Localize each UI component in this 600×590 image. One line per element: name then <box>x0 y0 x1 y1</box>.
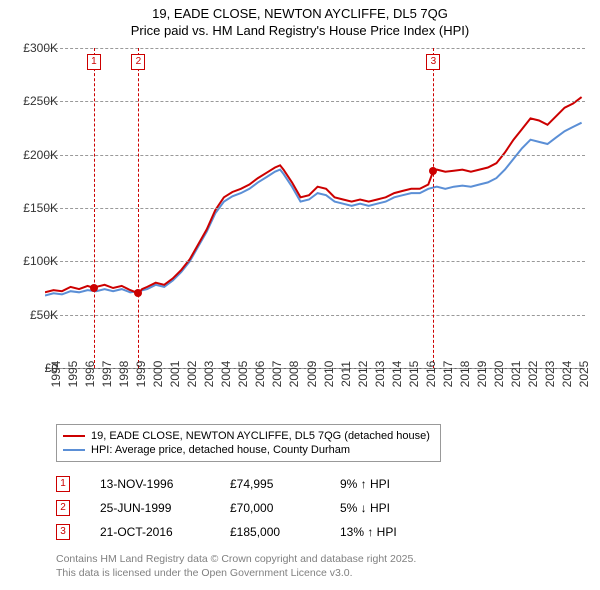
series-hpi <box>45 123 582 296</box>
y-tick-label: £100K <box>8 254 58 268</box>
x-tick-label: 2002 <box>185 361 199 388</box>
sale-dot <box>134 289 142 297</box>
gridline <box>45 155 585 156</box>
legend-swatch <box>63 435 85 437</box>
legend-label: HPI: Average price, detached house, Coun… <box>91 444 350 456</box>
sales-table: 1 13-NOV-1996£74,9959% ↑ HPI 2 25-JUN-1999£… <box>56 472 440 544</box>
sales-pct: 13% ↑ HPI <box>340 525 440 539</box>
sales-number-box: 2 <box>56 500 70 516</box>
y-tick-label: £150K <box>8 201 58 215</box>
x-tick-label: 2005 <box>236 361 250 388</box>
sales-row: 1 13-NOV-1996£74,9959% ↑ HPI <box>56 472 440 496</box>
sales-number-box: 3 <box>56 524 70 540</box>
x-tick-label: 1997 <box>100 361 114 388</box>
sales-number-box: 1 <box>56 476 70 492</box>
x-tick-label: 2013 <box>373 361 387 388</box>
y-tick-label: £50K <box>8 308 58 322</box>
sale-marker-line <box>433 48 434 368</box>
gridline <box>45 315 585 316</box>
x-tick-label: 2024 <box>560 361 574 388</box>
sales-price: £74,995 <box>230 477 340 491</box>
footer-attribution: Contains HM Land Registry data © Crown c… <box>56 552 416 580</box>
sale-marker-number: 3 <box>426 54 440 70</box>
x-tick-label: 2008 <box>287 361 301 388</box>
x-tick-label: 1994 <box>49 361 63 388</box>
sale-marker-number: 1 <box>87 54 101 70</box>
gridline <box>45 101 585 102</box>
x-tick-label: 1996 <box>83 361 97 388</box>
sale-marker-line <box>138 48 139 368</box>
x-tick-label: 2011 <box>339 361 353 387</box>
x-tick-label: 2007 <box>270 361 284 388</box>
legend-label: 19, EADE CLOSE, NEWTON AYCLIFFE, DL5 7QG… <box>91 430 430 442</box>
x-tick-label: 2004 <box>219 361 233 388</box>
x-tick-label: 2020 <box>492 361 506 388</box>
x-tick-label: 2015 <box>407 361 421 388</box>
x-tick-label: 2021 <box>509 361 523 388</box>
x-tick-label: 2023 <box>543 361 557 388</box>
legend-row: HPI: Average price, detached house, Coun… <box>63 443 430 457</box>
gridline <box>45 208 585 209</box>
sales-date: 13-NOV-1996 <box>100 477 230 491</box>
title-line2: Price paid vs. HM Land Registry's House … <box>0 23 600 40</box>
price-chart-container: 19, EADE CLOSE, NEWTON AYCLIFFE, DL5 7QG… <box>0 0 600 590</box>
plot-area: 1 2 3 <box>45 48 585 369</box>
sales-date: 25-JUN-1999 <box>100 501 230 515</box>
x-tick-label: 1999 <box>134 361 148 388</box>
x-tick-label: 2017 <box>441 361 455 388</box>
x-tick-label: 2010 <box>322 361 336 388</box>
legend-row: 19, EADE CLOSE, NEWTON AYCLIFFE, DL5 7QG… <box>63 429 430 443</box>
sale-marker-line <box>94 48 95 368</box>
x-tick-label: 2012 <box>356 361 370 388</box>
sales-pct: 5% ↓ HPI <box>340 501 440 515</box>
x-tick-label: 2025 <box>577 361 591 388</box>
x-tick-label: 2019 <box>475 361 489 388</box>
x-tick-label: 2022 <box>526 361 540 388</box>
x-tick-label: 1995 <box>66 361 80 388</box>
gridline <box>45 261 585 262</box>
sales-price: £185,000 <box>230 525 340 539</box>
sale-dot <box>429 167 437 175</box>
sales-row: 3 21-OCT-2016£185,00013% ↑ HPI <box>56 520 440 544</box>
y-tick-label: £300K <box>8 41 58 55</box>
x-tick-label: 1998 <box>117 361 131 388</box>
sales-pct: 9% ↑ HPI <box>340 477 440 491</box>
footer-line1: Contains HM Land Registry data © Crown c… <box>56 552 416 566</box>
sales-price: £70,000 <box>230 501 340 515</box>
footer-line2: This data is licensed under the Open Gov… <box>56 566 416 580</box>
sale-dot <box>90 284 98 292</box>
title-line1: 19, EADE CLOSE, NEWTON AYCLIFFE, DL5 7QG <box>0 6 600 23</box>
sales-row: 2 25-JUN-1999£70,0005% ↓ HPI <box>56 496 440 520</box>
x-tick-label: 2000 <box>151 361 165 388</box>
x-tick-label: 2014 <box>390 361 404 388</box>
x-tick-label: 2016 <box>424 361 438 388</box>
chart-title: 19, EADE CLOSE, NEWTON AYCLIFFE, DL5 7QG… <box>0 0 600 40</box>
x-tick-label: 2009 <box>305 361 319 388</box>
sale-marker-number: 2 <box>131 54 145 70</box>
y-tick-label: £250K <box>8 94 58 108</box>
x-tick-label: 2003 <box>202 361 216 388</box>
y-tick-label: £200K <box>8 148 58 162</box>
x-tick-label: 2006 <box>253 361 267 388</box>
x-tick-label: 2001 <box>168 361 182 388</box>
sales-date: 21-OCT-2016 <box>100 525 230 539</box>
gridline <box>45 48 585 49</box>
legend-swatch <box>63 449 85 451</box>
x-tick-label: 2018 <box>458 361 472 388</box>
legend: 19, EADE CLOSE, NEWTON AYCLIFFE, DL5 7QG… <box>56 424 441 462</box>
